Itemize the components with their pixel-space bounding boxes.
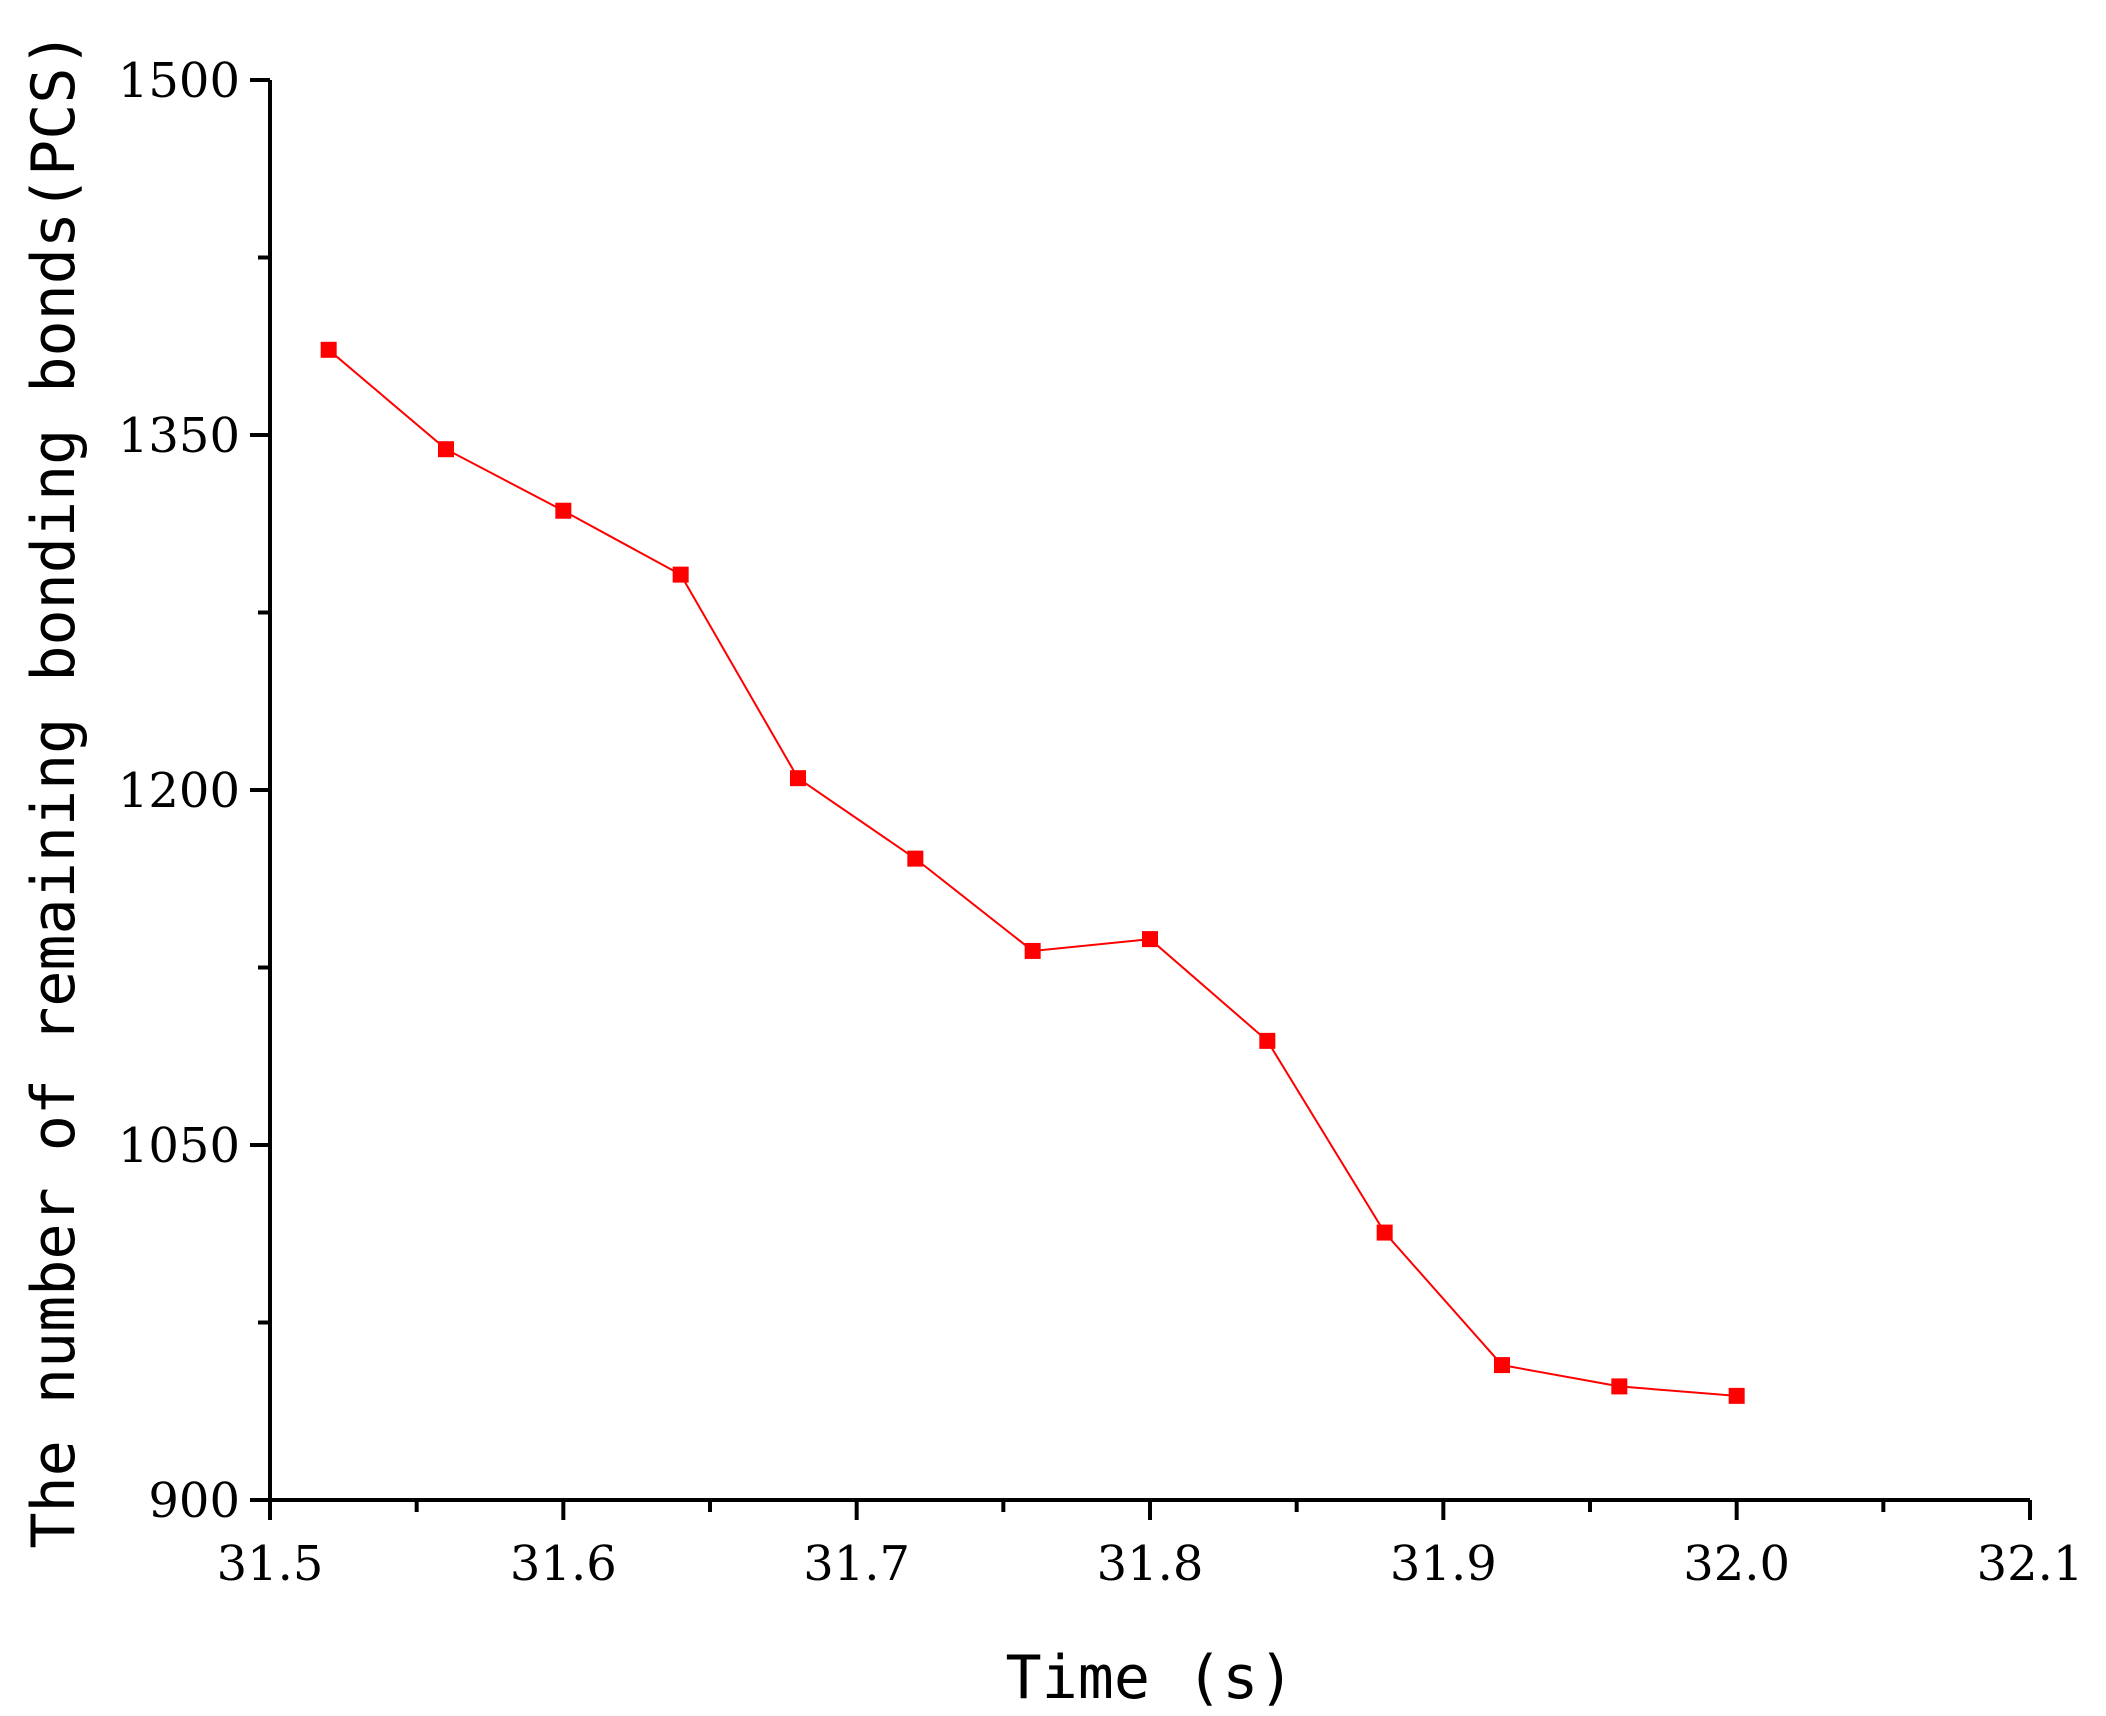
x-ticks: 31.5 31.6 31.7 31.8 31.9 32.0 32.1 <box>217 1500 2084 1592</box>
series <box>320 341 1745 1404</box>
x-axis-title: Time (s) <box>1006 1643 1295 1713</box>
x-tick-label: 31.9 <box>1390 1536 1497 1592</box>
data-point-marker <box>555 502 572 519</box>
data-point-marker <box>1259 1032 1276 1049</box>
x-tick-label: 31.7 <box>803 1536 910 1592</box>
y-tick-label: 1500 <box>118 53 240 109</box>
y-tick-label: 1050 <box>118 1118 240 1174</box>
data-point-marker <box>1376 1224 1393 1241</box>
data-point-marker <box>907 850 924 867</box>
y-axis-title: The number of remaining bonding bonds(PC… <box>19 31 89 1548</box>
series-line <box>328 349 1737 1397</box>
y-tick-label: 900 <box>148 1473 240 1529</box>
x-tick-label: 32.1 <box>1977 1536 2084 1592</box>
y-tick-label: 1350 <box>118 408 240 464</box>
y-ticks: 900 1050 1200 1350 1500 <box>118 53 270 1529</box>
data-point-marker <box>320 341 337 358</box>
y-tick-label: 1200 <box>118 763 240 819</box>
data-point-marker <box>1494 1357 1510 1374</box>
data-point-marker <box>790 770 806 787</box>
x-tick-label: 31.6 <box>510 1536 617 1592</box>
x-tick-label: 31.5 <box>217 1536 324 1592</box>
data-point-marker <box>438 441 454 458</box>
axes <box>268 80 2030 1502</box>
data-point-marker <box>672 566 689 583</box>
data-point-marker <box>1611 1378 1628 1395</box>
data-point-marker <box>1024 942 1041 959</box>
x-tick-label: 32.0 <box>1683 1536 1790 1592</box>
data-point-marker <box>1728 1387 1745 1404</box>
data-point-marker <box>1142 931 1158 948</box>
x-tick-label: 31.8 <box>1097 1536 1204 1592</box>
